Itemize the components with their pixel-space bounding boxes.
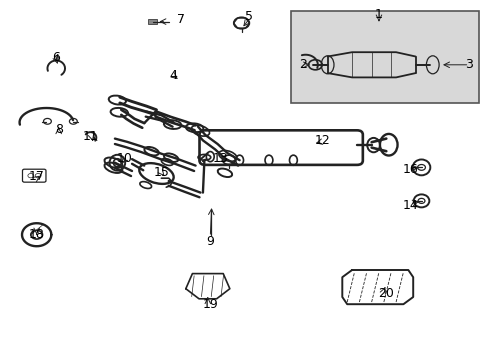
Text: 11: 11 bbox=[82, 130, 98, 143]
Text: 1: 1 bbox=[374, 8, 382, 21]
Text: 16: 16 bbox=[402, 163, 418, 176]
Text: 13: 13 bbox=[212, 152, 227, 165]
Text: 15: 15 bbox=[153, 166, 169, 179]
Text: 19: 19 bbox=[202, 298, 218, 311]
Text: 17: 17 bbox=[29, 170, 44, 183]
Text: 9: 9 bbox=[206, 235, 214, 248]
Text: 10: 10 bbox=[117, 152, 132, 165]
Bar bbox=[290, 11, 478, 103]
Text: 3: 3 bbox=[465, 58, 472, 71]
Text: 18: 18 bbox=[29, 228, 44, 240]
Text: 7: 7 bbox=[177, 13, 184, 26]
Text: 2: 2 bbox=[299, 58, 306, 71]
Text: 20: 20 bbox=[378, 287, 393, 300]
Text: 4: 4 bbox=[169, 69, 177, 82]
Text: 6: 6 bbox=[52, 51, 60, 64]
Text: 5: 5 bbox=[245, 10, 253, 23]
Bar bbox=[147, 19, 157, 24]
Text: 14: 14 bbox=[402, 199, 418, 212]
Text: 12: 12 bbox=[314, 134, 330, 147]
Text: 8: 8 bbox=[55, 123, 62, 136]
